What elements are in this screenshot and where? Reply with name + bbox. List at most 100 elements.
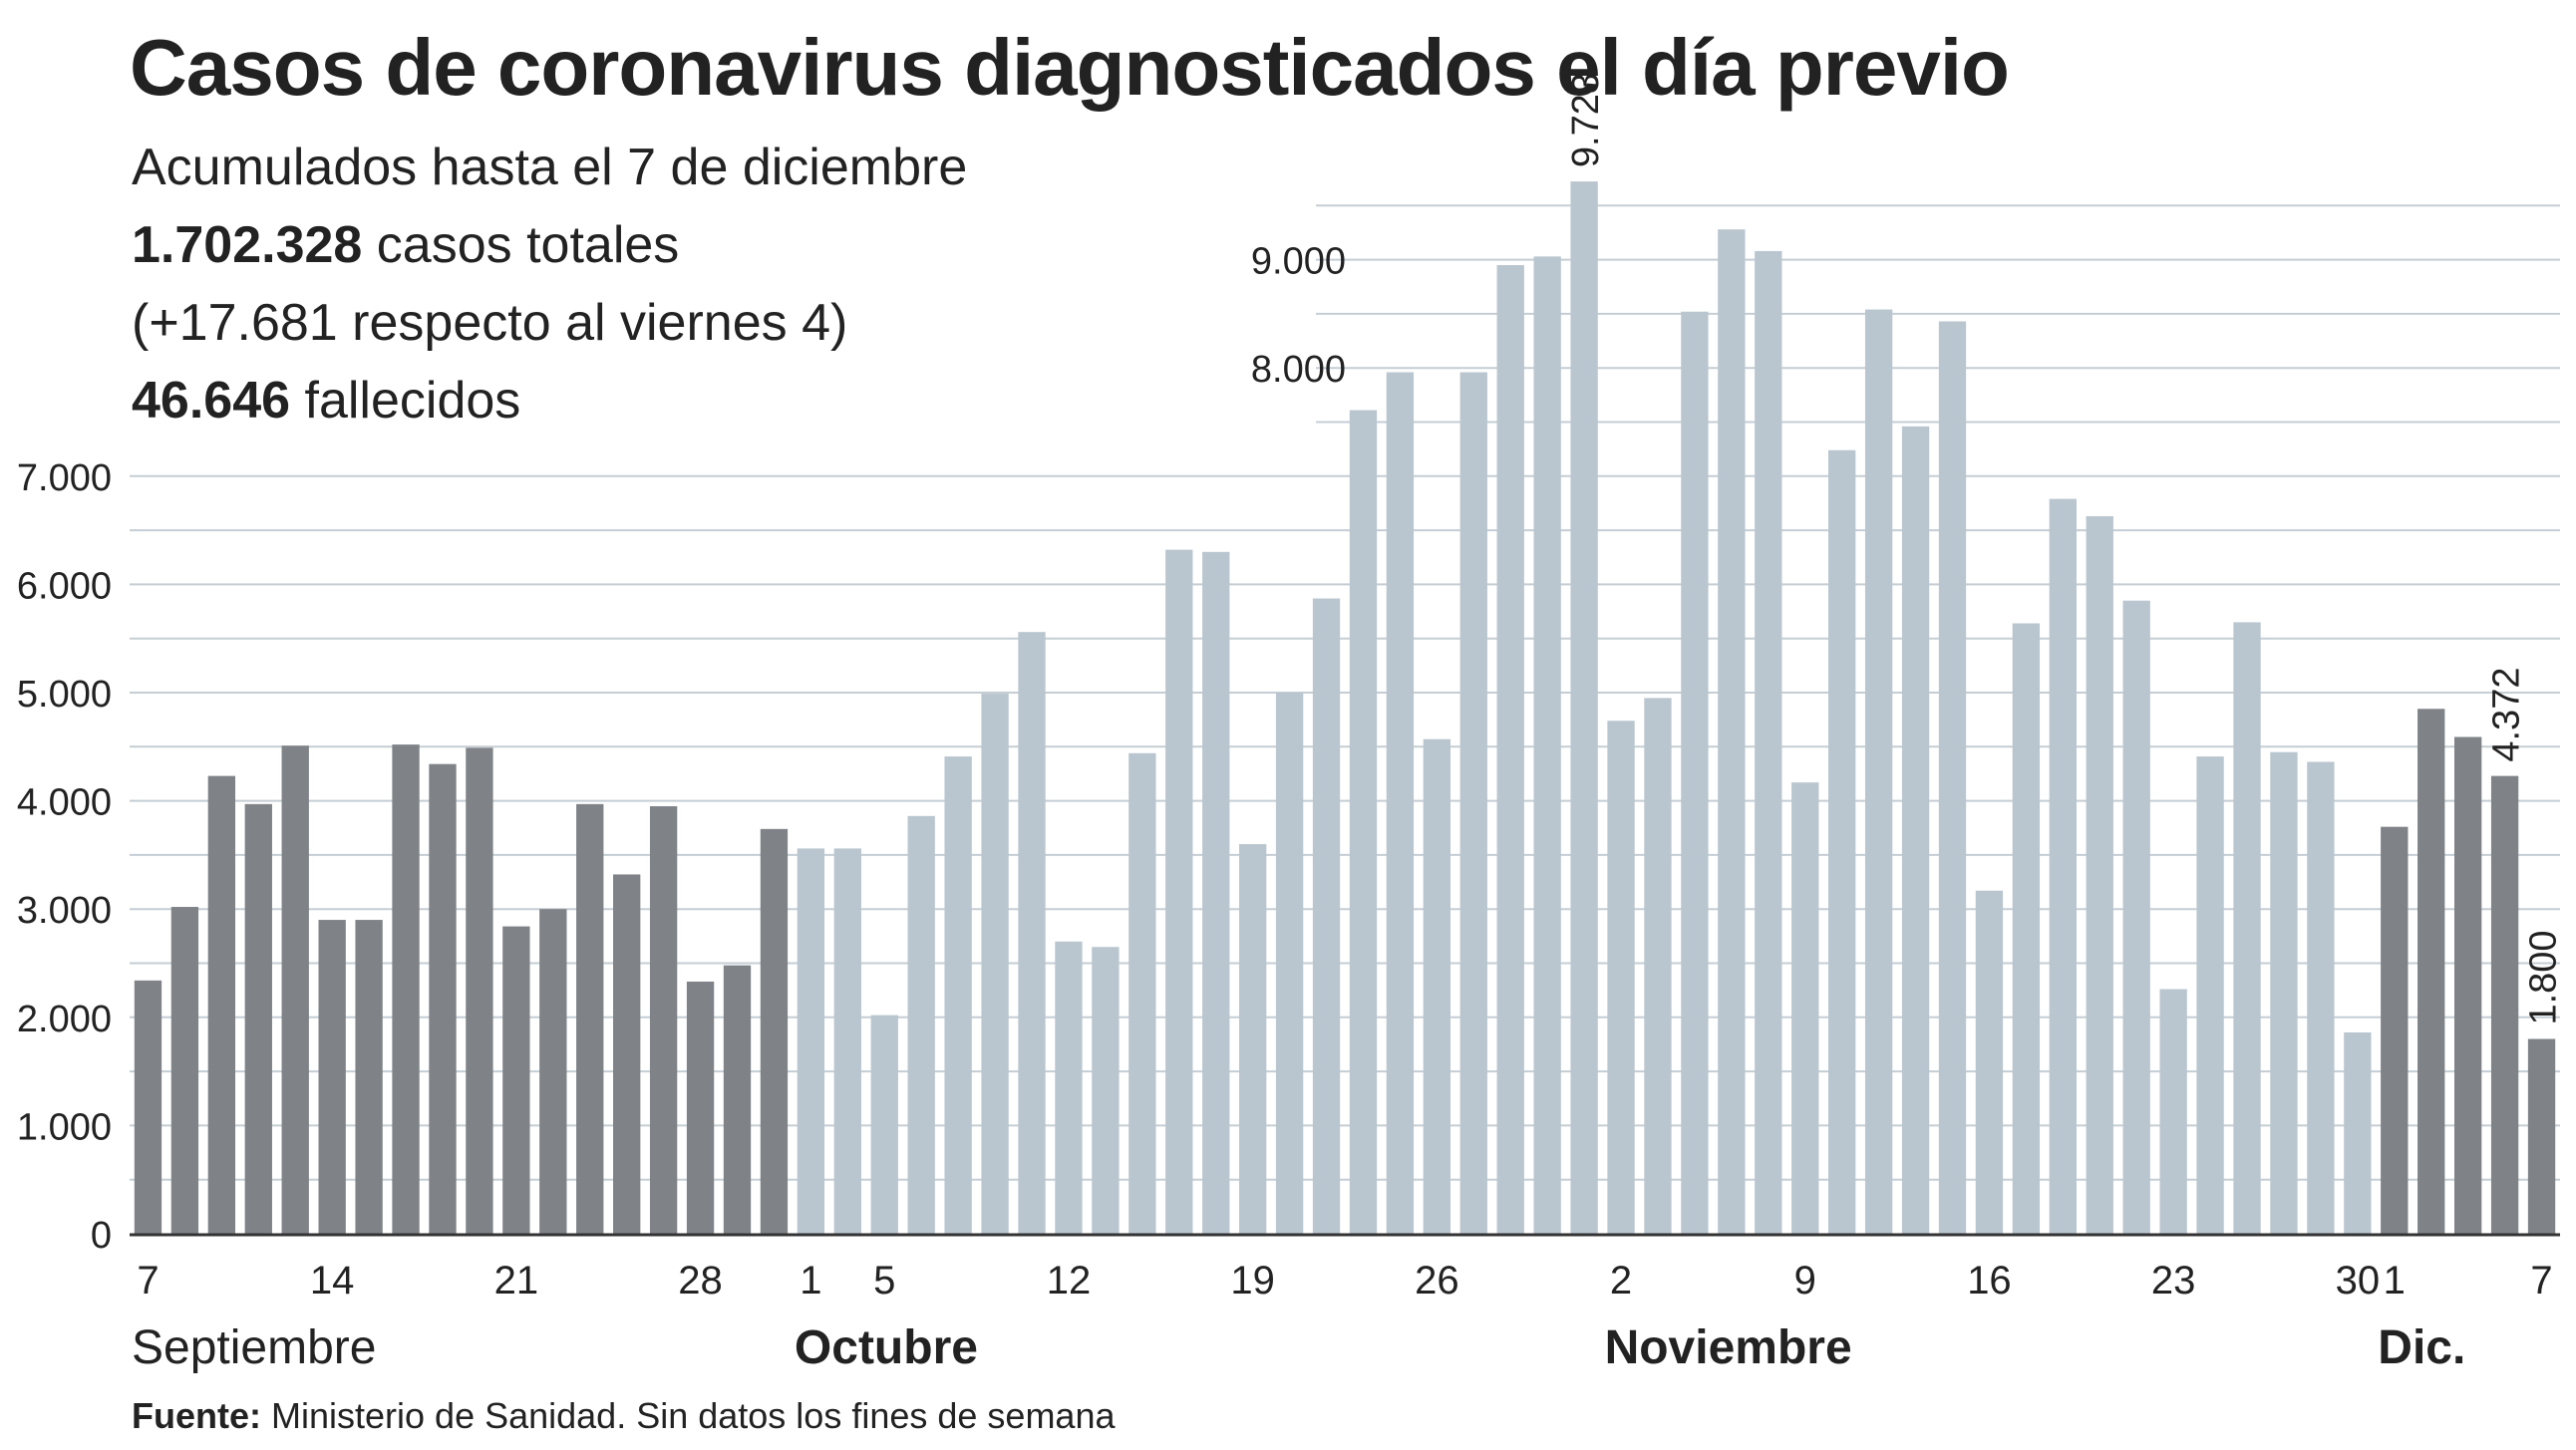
bar [2490, 775, 2519, 1234]
bar [134, 980, 162, 1234]
x-tick-label: 9 [1794, 1259, 1816, 1303]
bar [686, 981, 715, 1234]
y-tick-label: 3.000 [17, 890, 112, 932]
bars [134, 181, 2556, 1235]
bar [2086, 515, 2113, 1234]
value-label: 4.372 [2486, 668, 2528, 762]
y-tick-label: 7.000 [17, 457, 112, 499]
month-label: Noviembre [1605, 1321, 1852, 1374]
bar [2307, 761, 2335, 1234]
bar [1607, 721, 1635, 1234]
subtitle-accumulated: Acumulados hasta el 7 de diciembre [132, 139, 968, 196]
bar [576, 803, 604, 1234]
x-tick-label: 23 [2151, 1259, 2196, 1303]
bar [1570, 181, 1598, 1235]
bar [1975, 890, 2004, 1234]
bar [1901, 426, 1930, 1234]
bar [1202, 551, 1230, 1234]
bar [281, 745, 309, 1234]
month-label: Septiembre [132, 1321, 376, 1374]
stat-increase: (+17.681 respecto al viernes 4) [132, 294, 848, 352]
bar [1386, 372, 1415, 1234]
bar [1349, 410, 1378, 1235]
bar [1755, 250, 1782, 1235]
bar [1128, 752, 1156, 1234]
bar [613, 874, 641, 1234]
bar [760, 828, 789, 1234]
bar [244, 803, 272, 1234]
bar [429, 763, 457, 1234]
y-tick-label: 4.000 [17, 782, 112, 824]
bar [2527, 1038, 2556, 1234]
bar [2012, 623, 2041, 1234]
bar [539, 909, 567, 1234]
gridlines [130, 204, 2560, 1181]
x-tick-label: 16 [1967, 1259, 2012, 1303]
bar [981, 694, 1009, 1234]
x-tick-label: 1 [2384, 1259, 2406, 1303]
y-tick-label: 0 [91, 1215, 112, 1257]
bar [649, 806, 678, 1234]
x-tick-label: 28 [678, 1259, 723, 1303]
bar [207, 775, 236, 1234]
total-cases-label: casos totales [362, 216, 680, 274]
source-text: Ministerio de Sanidad. Sin datos los fin… [261, 1395, 1116, 1436]
x-tick-label: 5 [873, 1259, 895, 1303]
bar [1791, 782, 1819, 1234]
bar [355, 920, 383, 1234]
bar [833, 848, 861, 1234]
y-tick-label: 8.000 [1251, 349, 1346, 391]
bar [1533, 256, 1561, 1234]
chart-title: Casos de coronavirus diagnosticados el d… [130, 23, 2010, 112]
bar [1828, 449, 1856, 1235]
bar [466, 747, 493, 1234]
bar [2417, 709, 2445, 1234]
bar [170, 907, 199, 1234]
bar [2122, 600, 2150, 1234]
bar [1055, 941, 1083, 1234]
deaths-value: 46.646 [132, 372, 291, 430]
bar [1018, 632, 1046, 1234]
x-tick-label: 30 [2336, 1259, 2381, 1303]
stat-total-cases: 1.702.328 casos totales [132, 215, 679, 275]
bar [502, 926, 530, 1234]
bar [2233, 622, 2261, 1234]
x-tick-label: 2 [1610, 1259, 1632, 1303]
bar [2049, 498, 2077, 1235]
month-label: Octubre [795, 1321, 978, 1374]
y-tick-label: 5.000 [17, 674, 112, 716]
bar [1312, 598, 1341, 1234]
bar [944, 756, 972, 1234]
source-label: Fuente: [132, 1395, 261, 1436]
stat-deaths: 46.646 fallecidos [132, 371, 520, 431]
y-tick-label: 6.000 [17, 565, 112, 607]
bar [1644, 698, 1672, 1234]
bar [1718, 229, 1746, 1234]
bar [1092, 947, 1120, 1234]
bar [1423, 738, 1451, 1234]
bar [723, 965, 752, 1234]
y-tick-label: 1.000 [17, 1106, 112, 1148]
bar [1938, 321, 1967, 1234]
value-label: 1.800 [2523, 930, 2565, 1024]
bar [2453, 736, 2482, 1234]
x-tick-label: 26 [1415, 1259, 1459, 1303]
bar [1275, 693, 1304, 1234]
y-axis-tick-labels: 0 1.000 2.000 3.000 4.000 5.000 6.000 7.000 8.00… [17, 241, 1346, 1257]
bar [1238, 844, 1267, 1234]
x-axis-tick-labels: 7 14 21 28 1 5 12 19 26 2 9 16 23 30 1 7 [137, 1259, 2552, 1303]
month-label: Dic. [2378, 1321, 2465, 1374]
bar [1681, 311, 1709, 1234]
bar [797, 848, 825, 1234]
x-tick-label: 12 [1047, 1259, 1092, 1303]
deaths-label: fallecidos [290, 372, 521, 430]
x-tick-label: 1 [800, 1259, 821, 1303]
y-tick-label: 9.000 [1251, 241, 1346, 283]
bar [2270, 751, 2298, 1234]
x-tick-label: 21 [494, 1259, 539, 1303]
x-tick-label: 19 [1230, 1259, 1275, 1303]
bar [2381, 826, 2409, 1234]
x-tick-label: 14 [310, 1259, 355, 1303]
month-labels: Septiembre Octubre Noviembre Dic. [132, 1321, 2465, 1374]
